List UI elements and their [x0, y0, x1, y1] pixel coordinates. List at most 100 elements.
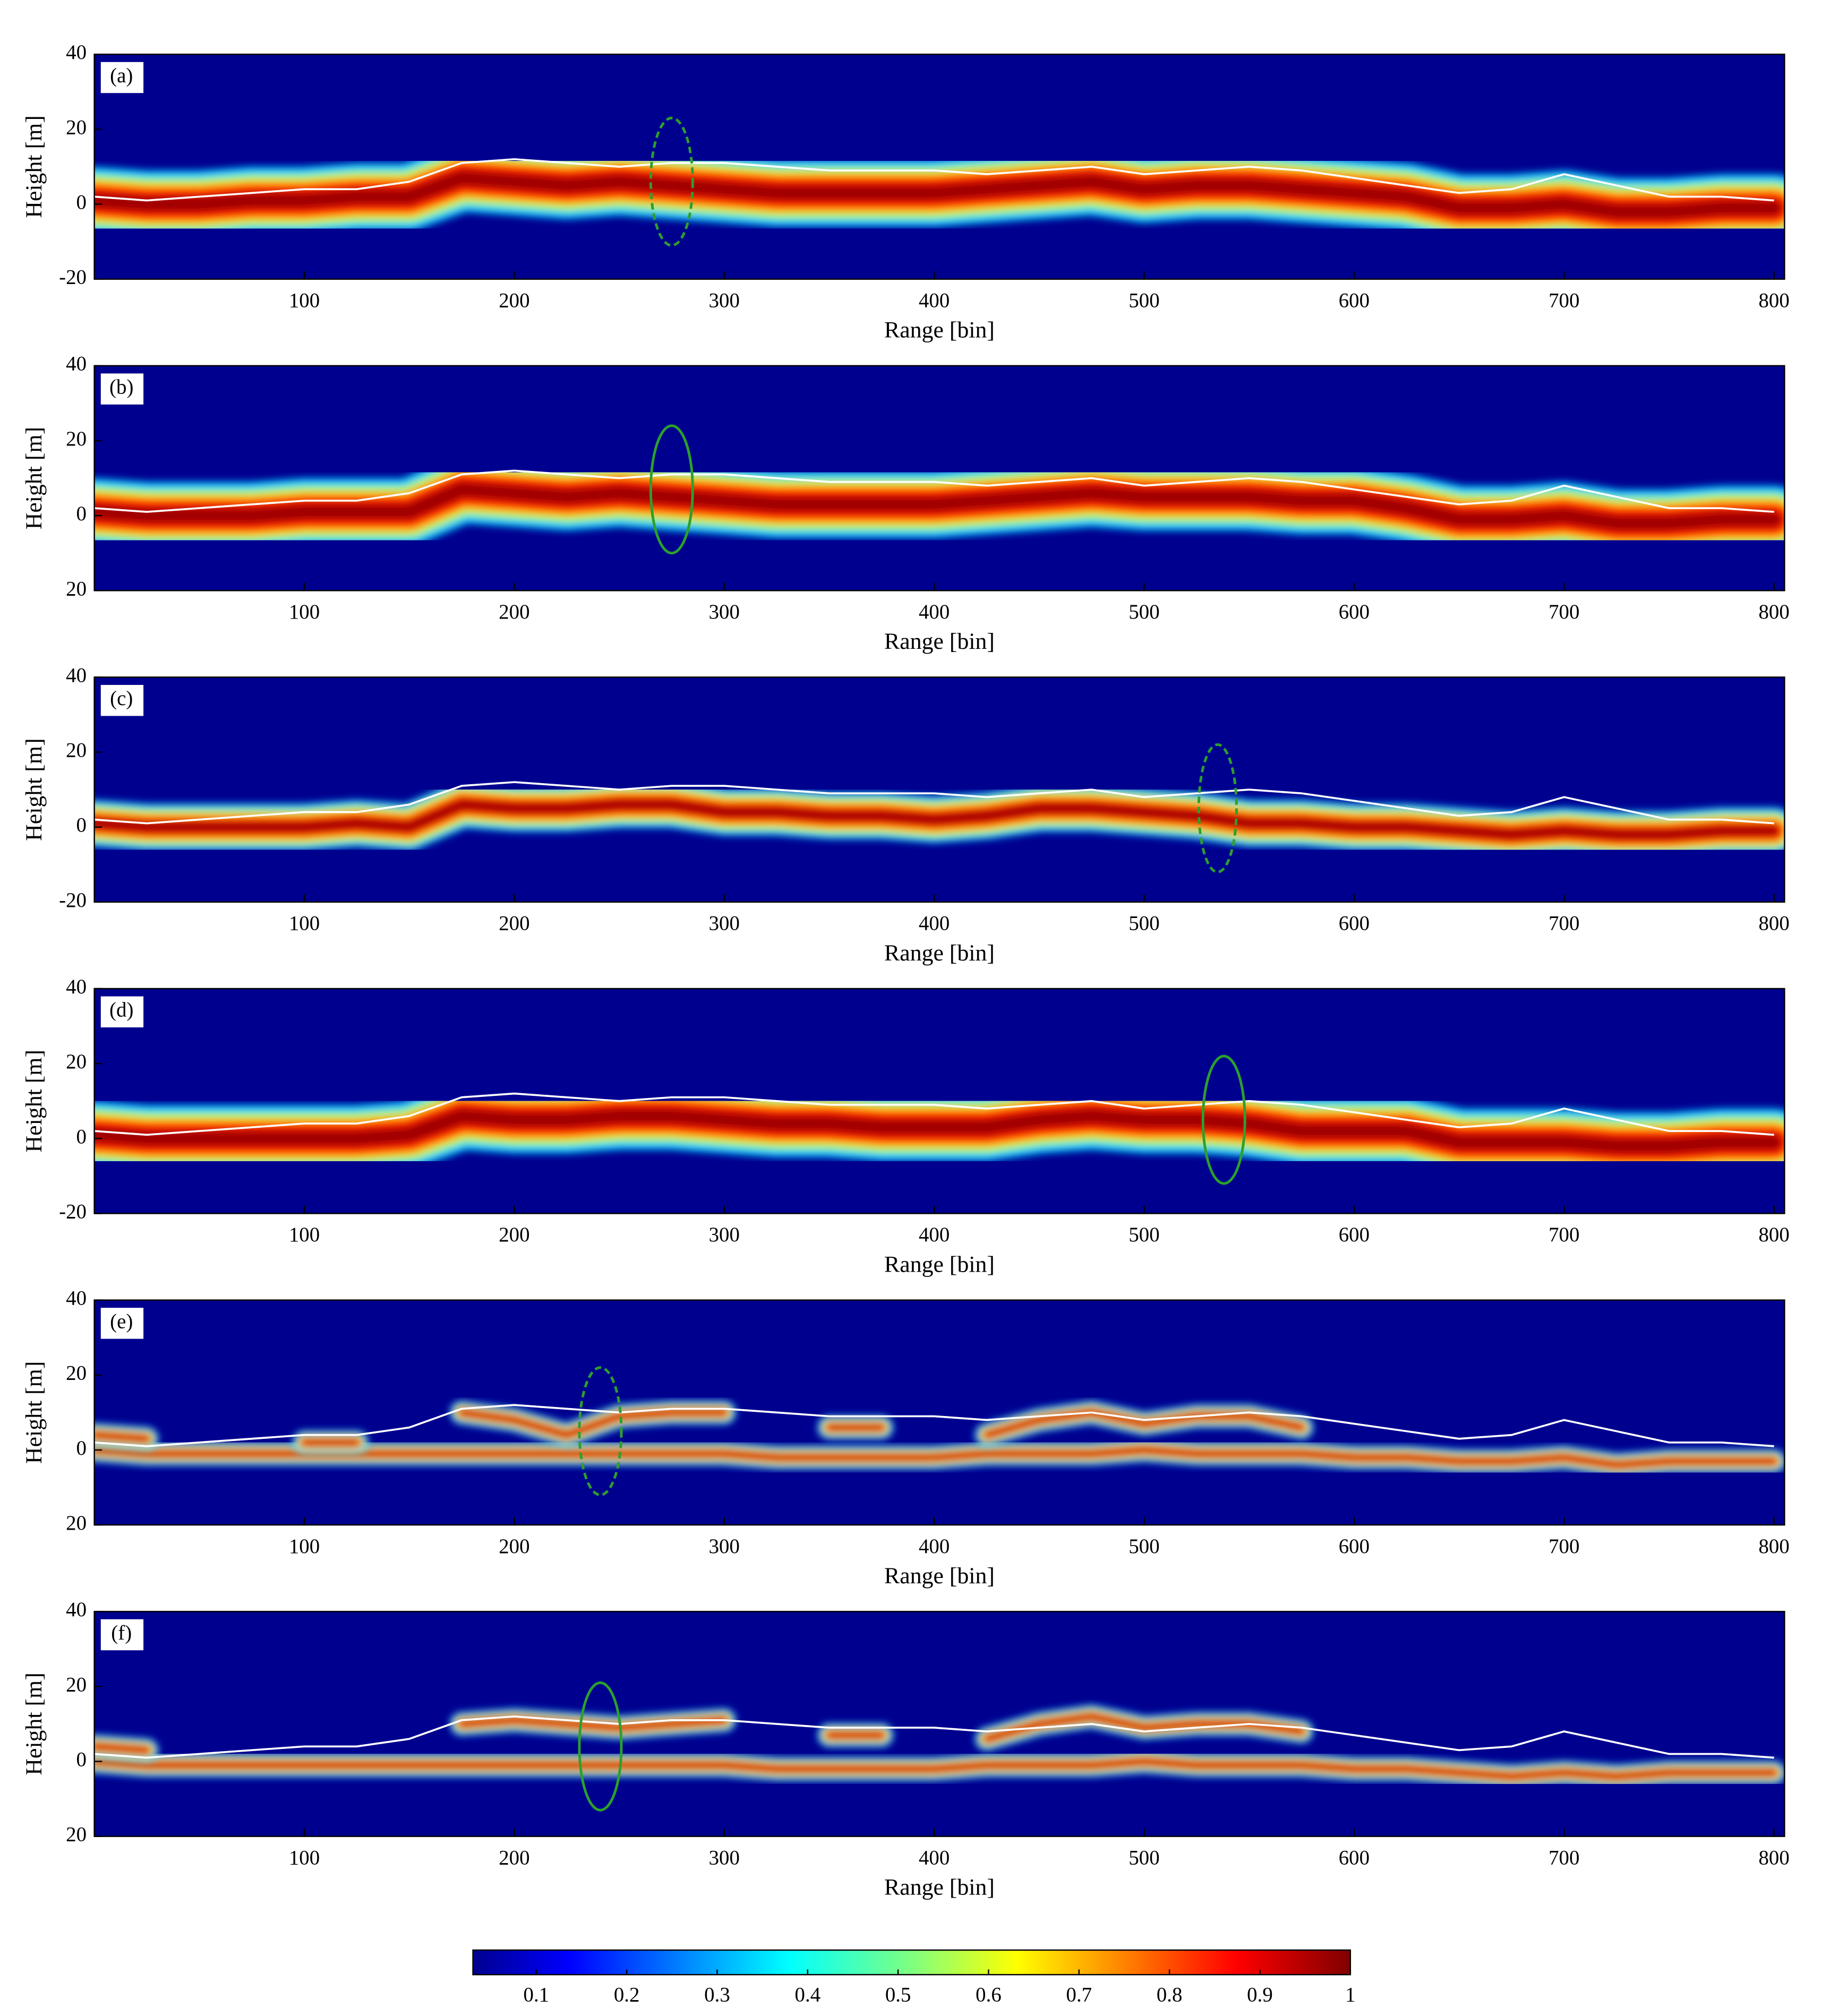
- x-tick-label: 200: [499, 1223, 529, 1246]
- x-tick-label: 700: [1549, 289, 1579, 312]
- y-tick-label: 0: [76, 814, 87, 837]
- plot-area: [94, 1300, 1785, 1525]
- plot-content: [94, 424, 1785, 557]
- intensity-band: [94, 144, 1785, 245]
- axes-frame: [93, 1299, 1785, 1526]
- x-tick-label: 500: [1128, 1846, 1159, 1869]
- panel-label: (b): [109, 376, 133, 399]
- y-tick-label: 0: [76, 1437, 87, 1460]
- panel-label-box: [100, 1619, 144, 1651]
- x-tick-label: 800: [1758, 1846, 1789, 1869]
- x-tick-label: 600: [1339, 1535, 1370, 1558]
- x-tick-label: 800: [1758, 289, 1789, 312]
- intensity-band: [94, 1082, 1785, 1180]
- y-axis-label: Height [m]: [21, 115, 47, 218]
- highlight-ellipse: [1197, 743, 1238, 873]
- surface-line: [94, 1092, 1774, 1136]
- x-tick-label: 500: [1128, 1535, 1159, 1558]
- x-tick-label: 800: [1758, 1223, 1789, 1246]
- x-tick-label: 800: [1758, 600, 1789, 623]
- x-tick-label: 600: [1339, 1223, 1370, 1246]
- y-tick-label: 40: [66, 975, 87, 998]
- x-tick-label: 600: [1339, 912, 1370, 935]
- y-tick-label: 20: [66, 739, 87, 762]
- intensity-band: [94, 1401, 1313, 1454]
- highlight-ellipse: [649, 424, 694, 555]
- x-tick-label: 800: [1758, 1535, 1789, 1558]
- colorbar-tick-label: 0.8: [1157, 1983, 1183, 2006]
- x-tick-label: 400: [919, 1223, 950, 1246]
- colorbar-tick-label: 0.6: [976, 1983, 1002, 2006]
- panel-label-box: [100, 1308, 144, 1339]
- plot-content: [94, 1681, 1785, 1812]
- plot-content: [94, 116, 1785, 247]
- x-tick-label: 700: [1549, 1223, 1579, 1246]
- y-tick-label: 0: [76, 502, 87, 525]
- x-tick-label: 100: [289, 912, 320, 935]
- x-tick-label: 500: [1128, 600, 1159, 623]
- panel-label: (d): [109, 999, 133, 1022]
- x-tick-label: 300: [709, 600, 740, 623]
- band-layer: [94, 481, 1783, 532]
- band-layer: [94, 169, 1783, 220]
- y-axis-label: Height [m]: [21, 1050, 47, 1152]
- highlight-ellipse: [578, 1681, 623, 1812]
- y-axis-label: Height [m]: [21, 1361, 47, 1464]
- surface-line: [94, 469, 1774, 513]
- highlight-ellipse: [1201, 1054, 1246, 1185]
- band-layer: [94, 1108, 1783, 1155]
- y-tick-label: 0: [76, 191, 87, 214]
- x-tick-label: 700: [1549, 600, 1579, 623]
- panel-label: (a): [110, 64, 133, 87]
- axes-frame: [93, 676, 1785, 903]
- band-layer: [94, 1759, 1776, 1779]
- colorbar-gradient: [472, 1949, 1351, 1976]
- x-tick-label: 500: [1128, 912, 1159, 935]
- x-tick-label: 800: [1758, 912, 1789, 935]
- x-tick-label: 700: [1549, 1846, 1579, 1869]
- y-tick-label: 40: [66, 1287, 87, 1310]
- panel: 100 200 300 400 500 600 700 800 -20 0 20 40 Range [b…: [21, 41, 1790, 342]
- x-tick-label: 600: [1339, 1846, 1370, 1869]
- y-tick-label: 20: [66, 1823, 87, 1846]
- colorbar-tick-label: 0.2: [614, 1983, 640, 2006]
- y-tick-label: 20: [66, 116, 87, 139]
- colorbar-tick-label: 0.4: [795, 1983, 821, 2006]
- colorbar-tick-label: 0.1: [524, 1983, 550, 2006]
- surface-line: [94, 781, 1774, 825]
- x-tick-label: 100: [289, 1846, 320, 1869]
- y-tick-label: 20: [66, 1673, 87, 1696]
- x-tick-label: 100: [289, 1223, 320, 1246]
- y-tick-label: 40: [66, 1598, 87, 1621]
- intensity-band: [94, 456, 1785, 557]
- y-tick-label: 20: [66, 427, 87, 450]
- colorbar-tick-label: 1: [1345, 1983, 1355, 2006]
- intensity-band: [94, 1749, 1785, 1788]
- plot-area: [94, 677, 1785, 902]
- x-tick-label: 300: [709, 912, 740, 935]
- x-tick-label: 200: [499, 1846, 529, 1869]
- axes-frame: [93, 988, 1785, 1214]
- colorbar: 0.1 0.2 0.3 0.4 0.5 0.6 0.7 0.8 0.9 1: [472, 1949, 1356, 2006]
- panel-label-box: [100, 685, 144, 716]
- x-tick-label: 300: [709, 1223, 740, 1246]
- y-tick-label: 0: [76, 1125, 87, 1148]
- plot-area: [94, 1611, 1785, 1837]
- colorbar-tick-label: 0.5: [885, 1983, 911, 2006]
- panel: 100 200 300 400 500 600 700 800 -20 0 20 40 Range [b…: [21, 664, 1790, 965]
- x-tick-label: 500: [1128, 1223, 1159, 1246]
- panel-label-box: [100, 373, 144, 405]
- x-tick-label: 300: [709, 1535, 740, 1558]
- x-tick-label: 700: [1549, 912, 1579, 935]
- x-tick-label: 400: [919, 1846, 950, 1869]
- y-axis-label: Height [m]: [21, 427, 47, 529]
- x-tick-label: 200: [499, 912, 529, 935]
- y-tick-label: -20: [59, 1200, 87, 1223]
- plot-content: [94, 743, 1785, 873]
- y-tick-label: -20: [59, 889, 87, 912]
- y-tick-label: 40: [66, 664, 87, 687]
